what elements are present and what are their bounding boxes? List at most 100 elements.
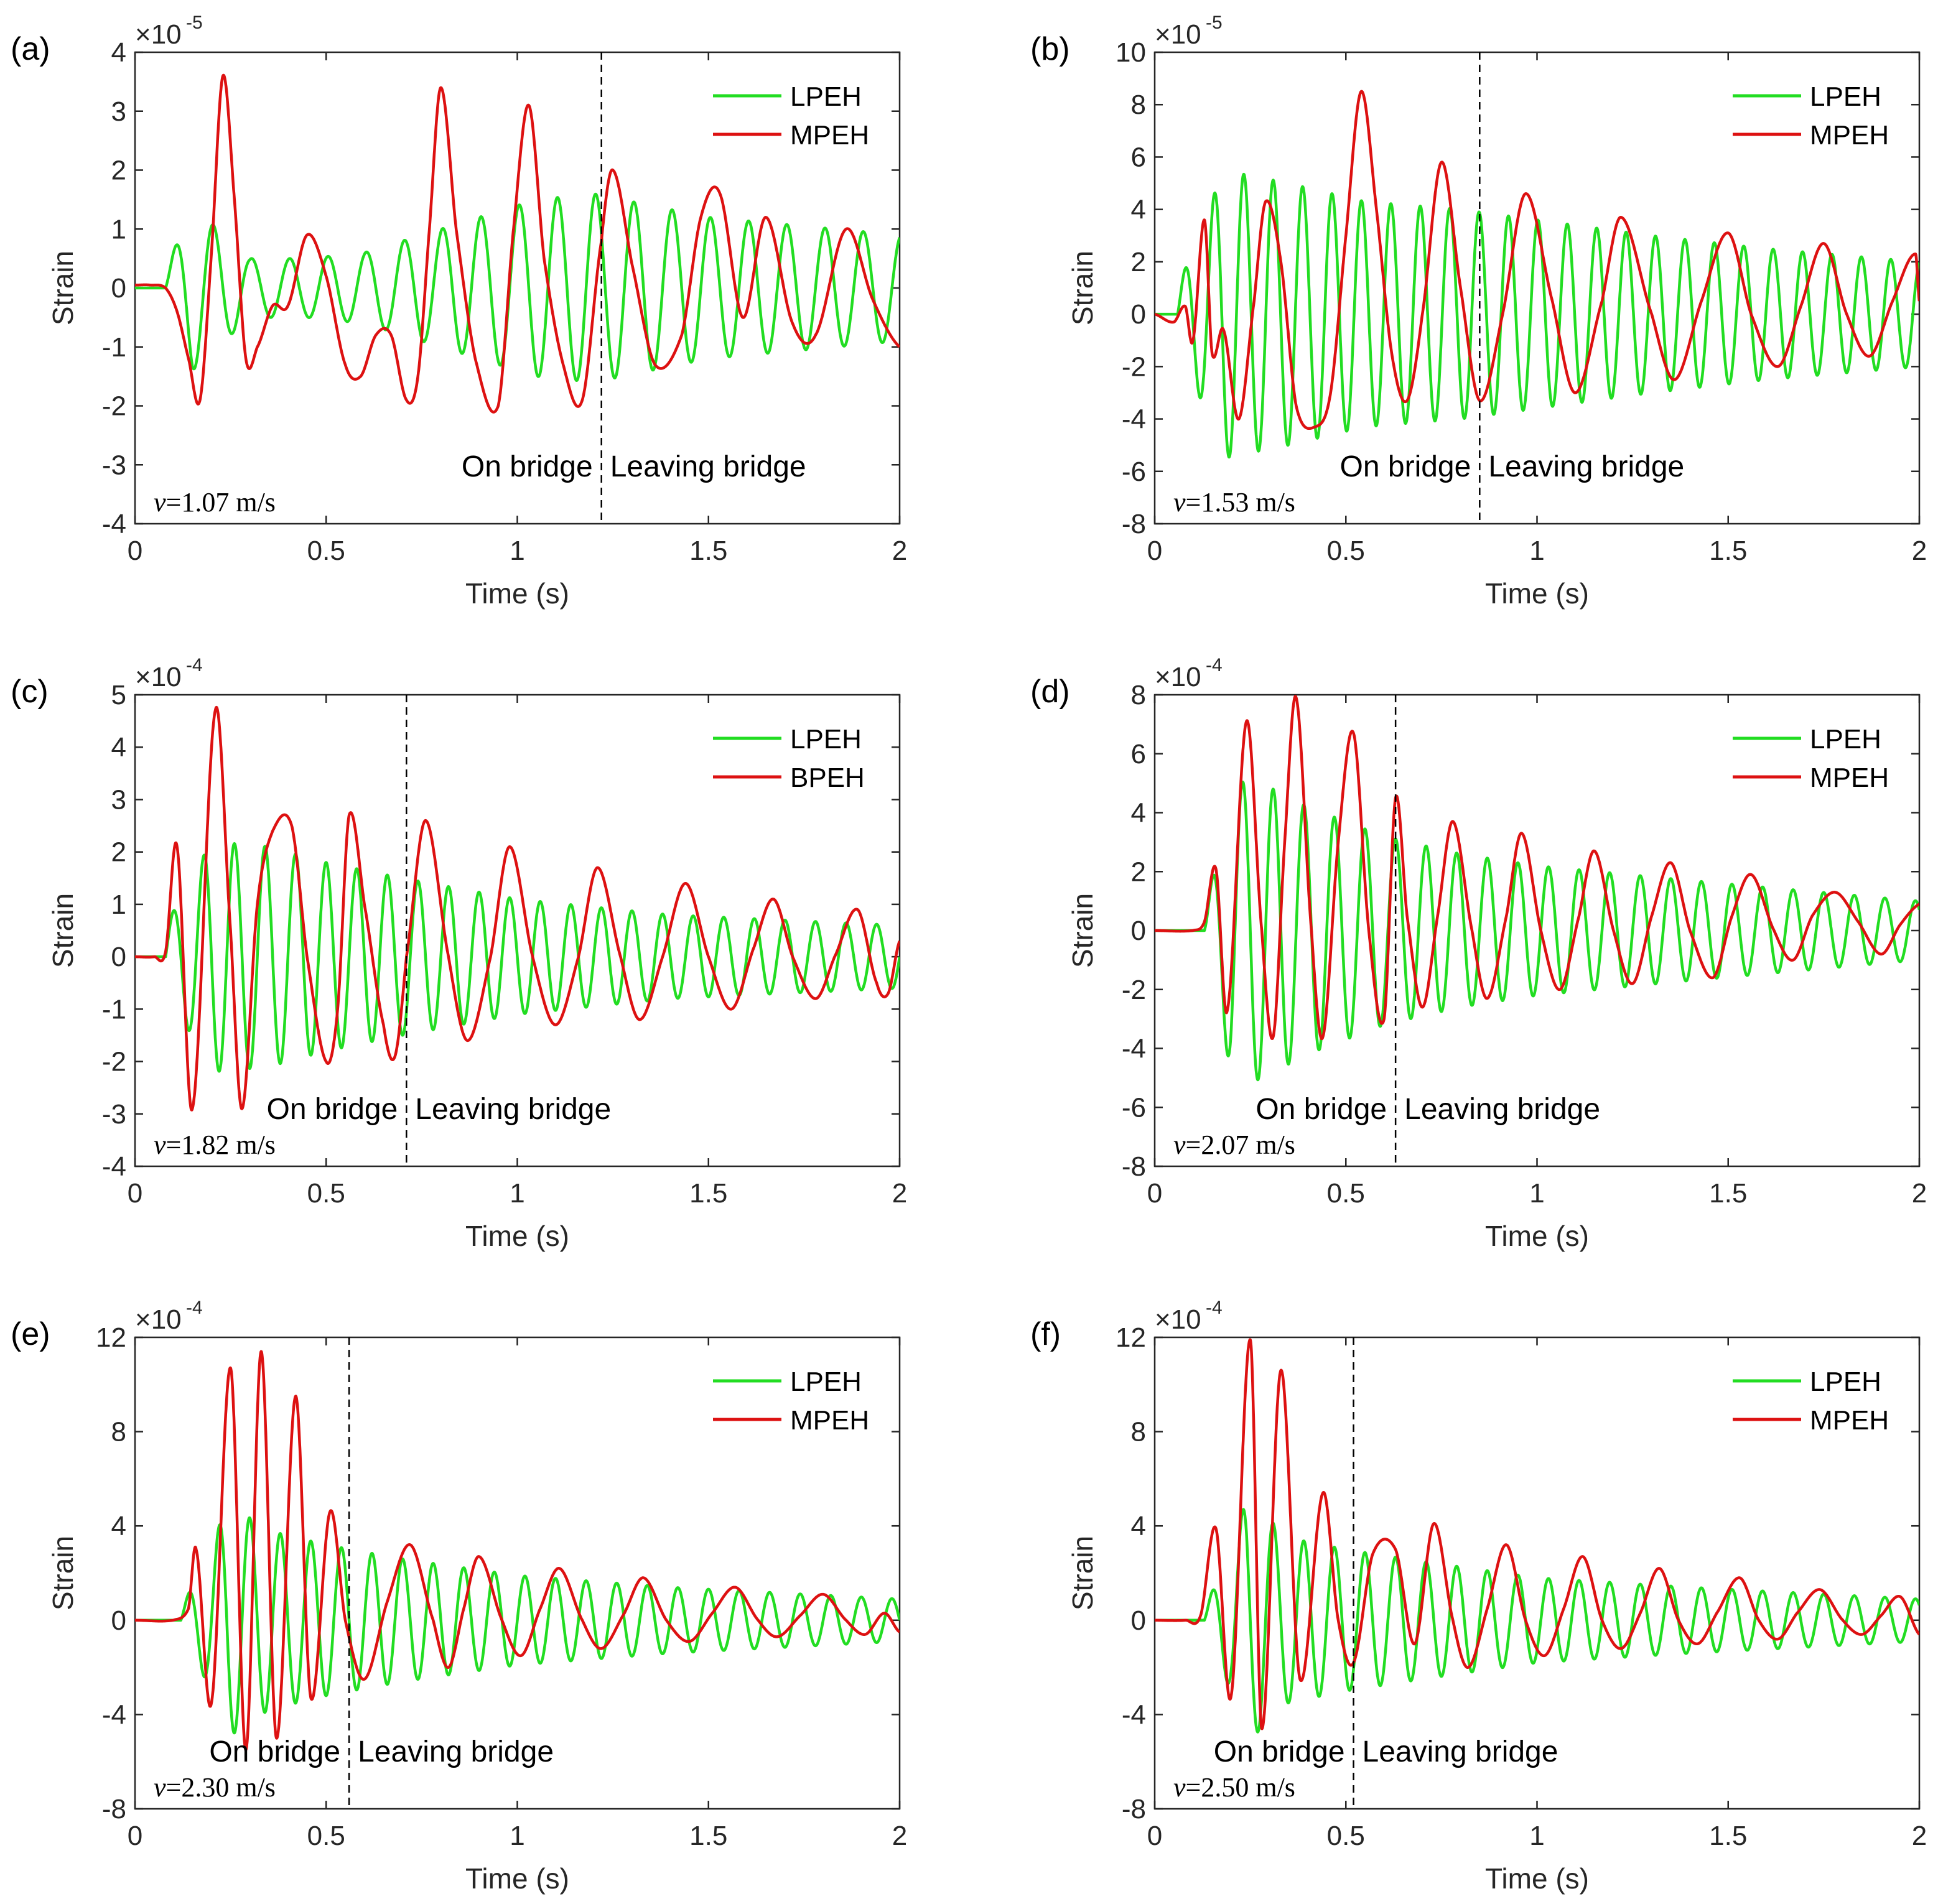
axes-box (134, 1336, 901, 1810)
y-tick-label: -6 (1122, 1092, 1146, 1123)
plot-area (1155, 1338, 1919, 1734)
velocity-annotation: v=2.07 m/s (1173, 1130, 1295, 1160)
legend-label-mpeh: MPEH (1810, 1405, 1889, 1436)
y-tick-label: 12 (96, 1322, 126, 1353)
x-tick-label: 0.5 (307, 536, 345, 566)
y-tick-label: -4 (102, 1151, 126, 1182)
y-tick-label: -4 (102, 509, 126, 539)
x-tick-label: 2 (1912, 1821, 1927, 1851)
y-tick-label: 1 (111, 214, 126, 244)
axis-multiplier: ×10 -4 (1155, 655, 1223, 692)
series-mpeh-line (1155, 695, 1919, 1041)
y-axis-label: Strain (47, 893, 79, 968)
multiplier-exponent: -5 (186, 12, 203, 33)
velocity-annotation: v=2.30 m/s (154, 1772, 276, 1803)
velocity-symbol: v (1173, 1130, 1186, 1160)
x-tick-label: 1 (510, 1178, 524, 1209)
x-tick-label: 1 (1529, 536, 1544, 566)
y-tick-label: 6 (1131, 739, 1146, 769)
y-tick-label: 4 (1131, 798, 1146, 829)
x-tick-label: 0.5 (1327, 1178, 1365, 1209)
velocity-value: =1.07 m/s (166, 487, 276, 518)
series-lpeh-line (1155, 780, 1919, 1082)
x-tick-label: 0.5 (307, 1821, 345, 1851)
multiplier-exponent: -4 (186, 655, 203, 676)
series-lpeh-line (135, 1516, 900, 1735)
legend-label-mpeh: MPEH (1810, 763, 1889, 793)
y-tick-label: 0 (1131, 916, 1146, 946)
x-tick-label: 1.5 (689, 1821, 727, 1851)
multiplier-base: ×10 (135, 19, 182, 50)
plot-area (1155, 90, 1919, 459)
y-tick-label: 12 (1116, 1322, 1146, 1353)
x-axis-label: Time (s) (1485, 1862, 1589, 1895)
velocity-value: =2.07 m/s (1186, 1130, 1295, 1160)
axis-multiplier: ×10 -4 (1155, 1298, 1223, 1335)
y-axis-label: Strain (47, 251, 79, 325)
x-tick-label: 0 (128, 1178, 142, 1209)
multiplier-base: ×10 (135, 1304, 182, 1335)
y-tick-label: -6 (1122, 457, 1146, 487)
velocity-annotation: v=1.53 m/s (1173, 487, 1295, 518)
multiplier-exponent: -4 (1206, 655, 1223, 676)
on-bridge-label: On bridge (1340, 450, 1471, 483)
on-bridge-label: On bridge (266, 1093, 398, 1126)
y-tick-label: 5 (111, 680, 126, 710)
panel-label: (f) (1030, 1316, 1061, 1352)
series-mpeh-line (135, 1350, 900, 1752)
y-tick-label: 4 (111, 732, 126, 763)
y-tick-label: -4 (1122, 1034, 1146, 1064)
axes-box (134, 694, 901, 1168)
y-tick-label: 0 (111, 1605, 126, 1636)
y-tick-label: -2 (1122, 975, 1146, 1005)
y-tick-label: -2 (1122, 351, 1146, 382)
y-tick-label: 4 (1131, 195, 1146, 225)
y-tick-label: -1 (102, 332, 126, 363)
on-bridge-label: On bridge (209, 1735, 340, 1768)
x-tick-label: 0.5 (1327, 1821, 1365, 1851)
y-tick-label: -8 (1122, 1794, 1146, 1824)
series-lpeh-line (135, 192, 900, 382)
on-bridge-label: On bridge (1256, 1093, 1387, 1126)
y-tick-label: 0 (111, 273, 126, 304)
y-tick-label: 2 (1131, 857, 1146, 887)
multiplier-base: ×10 (1155, 1304, 1201, 1335)
leaving-bridge-label: Leaving bridge (610, 450, 806, 483)
panel-c: 0 0.5 1 1.5 2 -4 -3 -2 -1 0 1 2 3 4 5 Time (s) Strain ×10… (11, 655, 907, 1252)
y-tick-label: 3 (111, 784, 126, 815)
legend: LPEH BPEH (713, 724, 865, 793)
x-tick-label: 0 (1147, 1178, 1162, 1209)
y-tick-label: -3 (102, 450, 126, 480)
y-tick-label: 8 (111, 1417, 126, 1447)
multiplier-base: ×10 (1155, 662, 1201, 692)
y-tick-label: 4 (1131, 1511, 1146, 1541)
legend-label-mpeh: MPEH (790, 1405, 869, 1436)
x-tick-label: 1.5 (1709, 1178, 1747, 1209)
plot-area (135, 1350, 900, 1752)
x-axis-label: Time (s) (465, 1862, 569, 1895)
x-tick-label: 1.5 (689, 1178, 727, 1209)
multiplier-exponent: -4 (186, 1298, 203, 1318)
multiplier-exponent: -4 (1206, 1298, 1223, 1318)
leaving-bridge-label: Leaving bridge (358, 1735, 554, 1768)
y-tick-label: -8 (102, 1794, 126, 1824)
x-tick-label: 2 (1912, 536, 1927, 566)
y-tick-label: 10 (1116, 37, 1146, 68)
panel-label: (b) (1030, 31, 1070, 67)
y-tick-label: 0 (1131, 1605, 1146, 1636)
y-tick-label: 2 (111, 156, 126, 186)
x-tick-label: 2 (892, 1178, 907, 1209)
velocity-annotation: v=2.50 m/s (1173, 1772, 1295, 1803)
x-tick-label: 1 (1529, 1821, 1544, 1851)
velocity-symbol: v (1173, 1772, 1186, 1803)
on-bridge-label: On bridge (1214, 1735, 1345, 1768)
x-tick-label: 0 (1147, 1821, 1162, 1851)
velocity-value: =2.30 m/s (166, 1772, 276, 1803)
x-tick-label: 1 (510, 1821, 524, 1851)
y-tick-label: 4 (111, 1511, 126, 1541)
velocity-annotation: v=1.82 m/s (154, 1130, 276, 1160)
panel-label: (a) (11, 31, 50, 67)
y-tick-label: 4 (111, 37, 126, 68)
